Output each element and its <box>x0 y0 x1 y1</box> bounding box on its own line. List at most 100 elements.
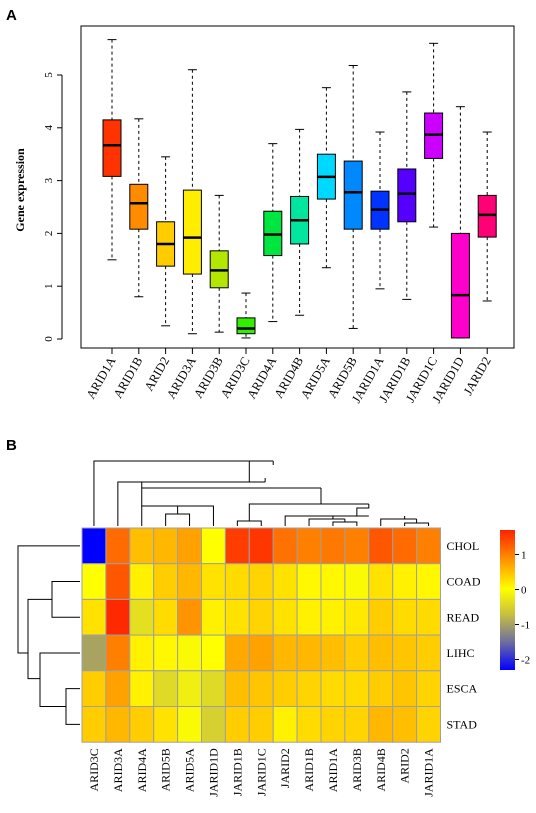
heatmap-cell <box>368 706 394 743</box>
heatmap-column-label: JARID1B <box>230 748 244 796</box>
heatmap-cell <box>153 527 179 565</box>
heatmap-cell <box>392 706 418 743</box>
heatmap-row-label: COAD <box>447 575 481 589</box>
dendrogram-branch <box>189 505 214 526</box>
heatmap-column-label: ARID2 <box>398 748 412 783</box>
heatmap-cell <box>416 634 442 672</box>
dendrograms <box>17 460 430 725</box>
dendrogram-branch <box>236 520 262 526</box>
boxplot-y-axis-label: Gene expression <box>13 148 27 232</box>
heatmap-cell <box>201 527 226 565</box>
box-ARID5B <box>343 64 363 329</box>
dendrogram-branch <box>51 581 80 618</box>
heatmap-row-label: CHOL <box>447 539 480 553</box>
heatmap-cell <box>224 670 250 707</box>
box-JARID1C <box>424 42 444 228</box>
heatmap-column-label: ARID1A <box>326 748 340 792</box>
heatmap-cell <box>129 598 155 636</box>
dendrogram-branch <box>248 503 369 521</box>
heatmap-cell <box>177 598 203 636</box>
heatmap-cell <box>392 563 418 600</box>
heatmap-cell <box>201 563 226 600</box>
dendrogram-branch <box>93 460 274 526</box>
heatmap-row-label: ESCA <box>447 682 478 696</box>
legend-tick-label: -2 <box>521 655 530 667</box>
dendrogram-branch <box>141 487 321 506</box>
heatmap-cell <box>368 527 394 565</box>
heatmap-column-label: JARID1C <box>254 748 268 796</box>
heatmap-cell <box>392 634 418 672</box>
heatmap-column-label: ARID3B <box>350 748 364 791</box>
heatmap-cell <box>177 563 203 600</box>
box-iqr <box>236 317 256 335</box>
heatmap-cell <box>105 706 131 743</box>
color-legend-bar <box>500 530 515 670</box>
heatmap-cell <box>296 706 322 743</box>
y-tick-label: 1 <box>43 283 55 289</box>
heatmap-cell <box>153 706 179 743</box>
heatmap-cell <box>320 563 346 600</box>
boxplot-boxes <box>102 39 497 339</box>
heatmap-cell <box>320 598 346 636</box>
box-ARID1A <box>102 39 122 261</box>
boxplot-y-axis: 0 1 2 3 4 5 <box>43 72 63 342</box>
heatmap-cell <box>368 598 394 636</box>
heatmap-cell <box>272 634 298 672</box>
box-JARID1B <box>397 91 417 300</box>
heatmap-row-label: STAD <box>447 717 478 731</box>
heatmap-row-labels: CHOL COAD READ LIHC ESCA STAD <box>447 539 481 732</box>
box-iqr <box>477 194 497 238</box>
y-tick-label: 3 <box>43 177 55 183</box>
heatmap-cell <box>129 563 155 600</box>
heatmap-cell <box>416 527 442 565</box>
heatmap-cell <box>177 527 203 565</box>
heatmap-cell <box>201 598 226 636</box>
dendrogram-branch <box>141 505 190 526</box>
box-iqr <box>102 119 122 177</box>
dendrogram-branch <box>404 522 430 526</box>
heatmap-cell <box>344 563 370 600</box>
dendrogram-branch <box>65 688 80 725</box>
heatmap-cell <box>153 634 179 672</box>
legend-tick-label: -1 <box>521 620 530 632</box>
heatmap-cell <box>224 563 250 600</box>
y-tick-label: 5 <box>43 72 55 78</box>
box-ARID1B <box>129 118 149 298</box>
box-ARID5A <box>316 87 336 269</box>
heatmap-column-label: ARID3C <box>87 748 101 791</box>
box-iqr <box>397 168 417 223</box>
heatmap-cell <box>296 634 322 672</box>
box-ARID3A <box>182 69 202 335</box>
legend-tick-label: 1 <box>521 550 527 562</box>
heatmap-cell <box>416 598 442 636</box>
heatmap-cell <box>272 598 298 636</box>
heatmap-cell <box>81 670 107 707</box>
box-JARID2 <box>477 131 497 302</box>
heatmap-row-label: READ <box>447 610 480 624</box>
heatmap-cell <box>320 527 346 565</box>
heatmap-cell <box>416 706 442 743</box>
heatmap-cell <box>105 563 131 600</box>
heatmap-cells <box>81 527 442 743</box>
heatmap-cell <box>105 527 131 565</box>
heatmap-cell <box>320 634 346 672</box>
heatmap-row-label: LIHC <box>447 646 475 660</box>
heatmap-cell <box>81 598 107 636</box>
box-JARID1A <box>370 131 390 290</box>
box-iqr <box>450 232 470 339</box>
dendrogram-branch <box>27 598 52 680</box>
boxplot-x-axis: ARID1AARID1BARID2ARID3AARID3BARID3CARID4… <box>84 347 494 405</box>
dendrogram-branch <box>332 521 358 526</box>
heatmap-column-labels: ARID3C ARID3A ARID4A ARID5B ARID5A JARID1D JAR… <box>87 748 436 797</box>
box-iqr <box>182 189 202 275</box>
heatmap-cell <box>248 706 274 743</box>
heatmap-column-label: ARID4B <box>374 748 388 791</box>
legend-tick-label: 0 <box>521 585 527 597</box>
panel-b-label: B <box>6 437 17 454</box>
heatmap-cell <box>320 706 346 743</box>
heatmap-cell <box>392 670 418 707</box>
heatmap-cell <box>129 527 155 565</box>
y-tick-label: 4 <box>43 125 55 131</box>
heatmap-column-label: ARID4A <box>135 748 149 792</box>
